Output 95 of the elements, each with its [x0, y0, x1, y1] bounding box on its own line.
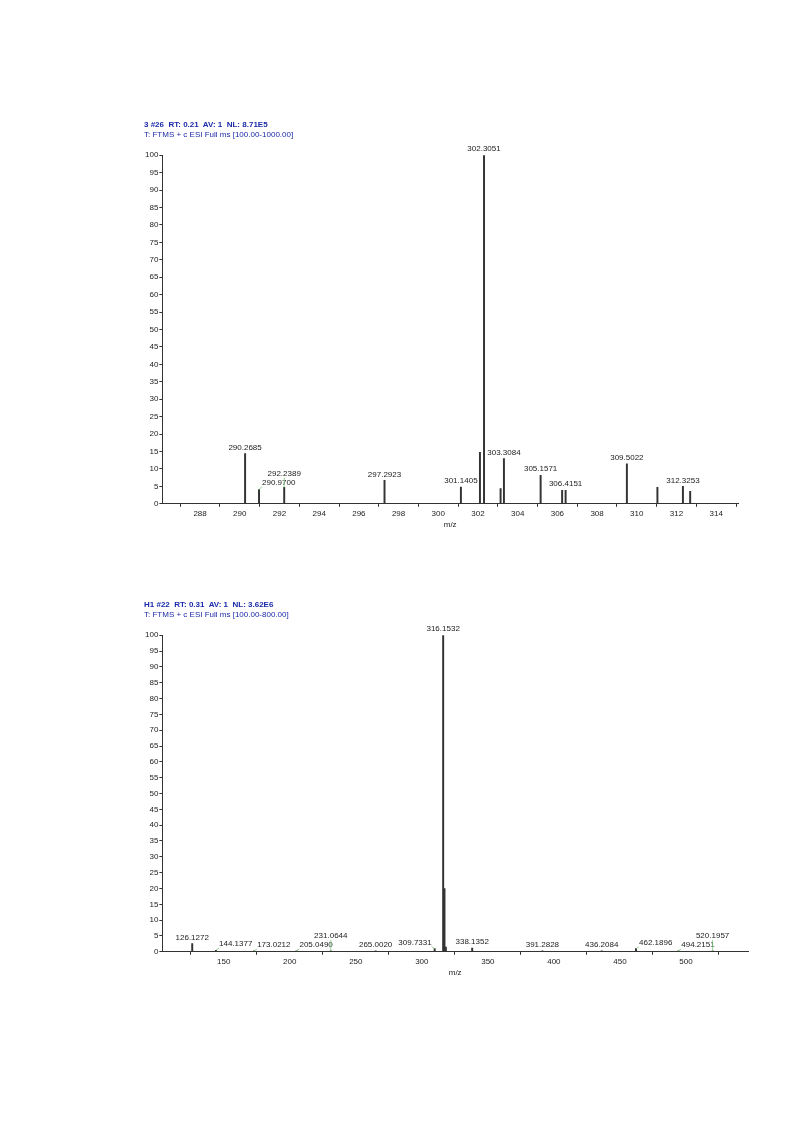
- y-tick-label: 10: [149, 915, 159, 925]
- y-tick-label: 35: [149, 376, 159, 386]
- x-tick-label: 150: [217, 956, 231, 966]
- y-tick-label: 55: [149, 772, 159, 782]
- y-tick-label: 65: [149, 741, 159, 751]
- y-tick-label: 100: [144, 630, 159, 640]
- x-tick-label: 302: [471, 508, 486, 518]
- y-tick-label: 20: [149, 883, 159, 893]
- y-tick-label: 30: [149, 852, 159, 862]
- annotation: 290.9700: [262, 477, 296, 487]
- y-tick-label: 15: [149, 446, 159, 456]
- y-tick-label: 60: [149, 757, 159, 767]
- y-tick-label: 5: [153, 931, 159, 941]
- annotation: 144.1377: [219, 939, 253, 949]
- y-tick-label: 35: [149, 836, 159, 846]
- y-tick-label: 90: [149, 185, 159, 195]
- x-tick-label: 314: [709, 508, 724, 518]
- x-tick-label: 304: [510, 508, 525, 518]
- annotation: 494.2151: [681, 940, 716, 950]
- chart-subtitle: T: FTMS + c ESI Full ms [100.00-1000.00]: [144, 129, 294, 139]
- x-tick-label: 300: [415, 956, 430, 966]
- y-tick-label: 75: [149, 237, 159, 247]
- y-tick-label: 20: [149, 429, 159, 439]
- annotation: 126.1272: [175, 932, 210, 942]
- annotation: 309.7331: [398, 937, 433, 947]
- y-tick-label: 5: [153, 481, 159, 491]
- y-tick-label: 100: [144, 150, 159, 160]
- x-tick-label: 310: [630, 508, 644, 518]
- y-tick-label: 40: [149, 359, 159, 369]
- x-tick-label: 296: [352, 508, 367, 518]
- y-tick-label: 75: [149, 709, 159, 719]
- annotation: 305.1571: [523, 464, 558, 474]
- x-tick-label: 308: [590, 508, 605, 518]
- y-tick-label: 85: [149, 202, 159, 212]
- annotation: 391.2828: [525, 940, 560, 950]
- y-tick-label: 90: [149, 662, 159, 672]
- annotation: 312.3253: [666, 475, 701, 485]
- y-tick-label: 55: [149, 307, 159, 317]
- y-tick-label: 95: [149, 167, 159, 177]
- y-tick-label: 0: [153, 947, 159, 956]
- x-tick-label: 292: [272, 508, 287, 518]
- y-tick-label: 40: [149, 820, 159, 830]
- annotation: 338.1352: [455, 937, 490, 947]
- y-tick-label: 80: [149, 220, 159, 230]
- annotation: 290.2685: [228, 442, 263, 452]
- annotation: 302.3051: [467, 144, 502, 154]
- annotation: 303.3084: [487, 447, 522, 457]
- x-tick-label: 306: [550, 508, 565, 518]
- y-tick-label: 45: [149, 804, 159, 814]
- annotation: 292.2389: [267, 468, 302, 478]
- x-tick-label: 500: [679, 956, 694, 966]
- x-tick-label: 290: [233, 508, 247, 518]
- y-tick-label: 95: [149, 646, 159, 656]
- x-axis-title: m/z: [443, 520, 457, 530]
- annotation: 231.0644: [314, 931, 349, 941]
- annotation: 205.0490: [299, 940, 334, 950]
- annotation: 265.0020: [358, 940, 393, 950]
- y-tick-label: 50: [149, 788, 159, 798]
- x-axis-title: m/z: [448, 968, 462, 978]
- y-tick-label: 65: [149, 272, 159, 282]
- annotation: 309.5022: [610, 452, 645, 462]
- y-tick-label: 70: [149, 725, 159, 735]
- x-tick-label: 288: [193, 508, 208, 518]
- y-tick-label: 85: [149, 677, 159, 687]
- x-tick-label: 450: [613, 956, 628, 966]
- y-tick-label: 10: [149, 464, 159, 474]
- y-tick-label: 25: [149, 411, 159, 421]
- y-tick-label: 0: [153, 499, 159, 508]
- x-tick-label: 300: [431, 508, 446, 518]
- chart-title: 3 #26 RT: 0.21 AV: 1 NL: 8.71E5: [144, 120, 269, 129]
- annotation: 316.1532: [426, 624, 461, 634]
- annotation: 301.1405: [444, 476, 479, 486]
- x-tick-label: 312: [669, 508, 684, 518]
- annotation: 173.0212: [257, 940, 292, 950]
- x-tick-label: 400: [547, 956, 562, 966]
- annotation: 297.2923: [367, 469, 402, 479]
- y-tick-label: 80: [149, 693, 159, 703]
- chart-title: H1 #22 RT: 0.31 AV: 1 NL: 3.62E6: [144, 600, 274, 609]
- x-tick-label: 200: [283, 956, 297, 966]
- x-tick-label: 350: [481, 956, 496, 966]
- y-tick-label: 50: [149, 324, 159, 334]
- y-tick-label: 15: [149, 899, 159, 909]
- y-tick-label: 25: [149, 867, 159, 877]
- annotation: 462.1896: [639, 937, 673, 947]
- annotation: 306.4151: [548, 479, 583, 489]
- annotation: 436.2084: [585, 940, 619, 950]
- y-tick-label: 30: [149, 394, 159, 404]
- annotation: 520.1957: [695, 931, 730, 941]
- x-tick-label: 294: [312, 508, 327, 518]
- y-tick-label: 60: [149, 289, 159, 299]
- y-tick-label: 70: [149, 254, 159, 264]
- chart-subtitle: T: FTMS + c ESI Full ms [100.00-800.00]: [144, 609, 289, 619]
- x-tick-label: 298: [391, 508, 406, 518]
- x-tick-label: 250: [349, 956, 364, 966]
- y-tick-label: 45: [149, 342, 159, 352]
